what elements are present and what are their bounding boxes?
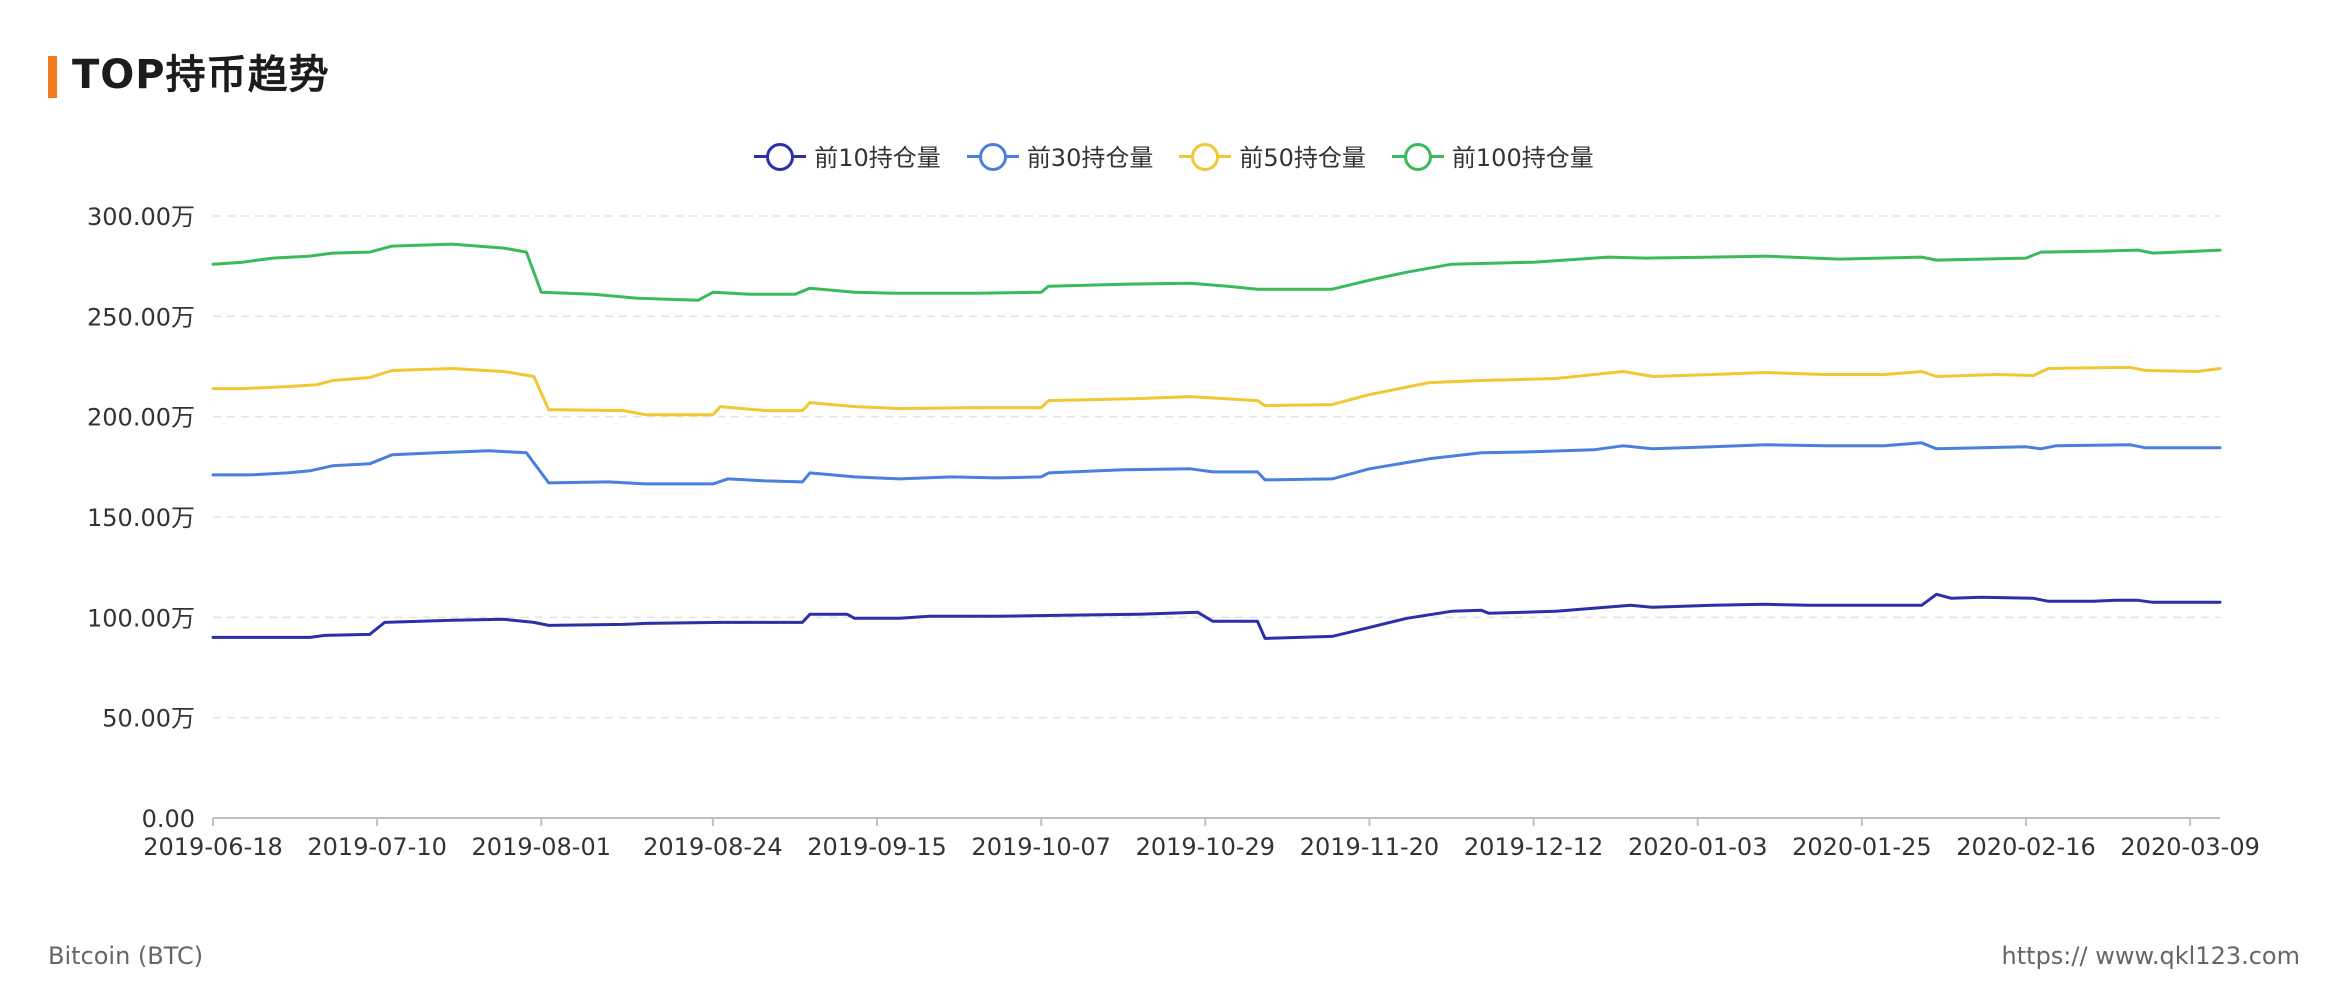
x-tick-label: 2019-07-10	[307, 833, 446, 861]
legend-marker-icon	[1179, 142, 1232, 171]
x-tick-label: 2019-08-01	[472, 833, 611, 861]
x-tick-label: 2020-02-16	[1956, 833, 2095, 861]
legend-item-top50[interactable]: 前50持仓量	[1179, 138, 1366, 173]
legend-marker-icon	[754, 142, 807, 171]
legend-item-top10[interactable]: 前10持仓量	[754, 138, 941, 173]
legend-label: 前50持仓量	[1239, 144, 1366, 172]
y-tick-label: 300.00万	[87, 203, 195, 231]
y-tick-label: 100.00万	[87, 604, 195, 632]
legend-marker-icon	[1391, 142, 1444, 171]
x-tick-label: 2019-08-24	[643, 833, 782, 861]
legend-label: 前100持仓量	[1451, 144, 1594, 172]
x-tick-label: 2020-03-09	[2120, 833, 2259, 861]
x-tick-label: 2019-06-18	[143, 833, 282, 861]
page-title: TOP持币趋势	[72, 52, 330, 98]
legend-marker-icon	[966, 142, 1019, 171]
x-tick-label: 2019-11-20	[1300, 833, 1439, 861]
x-tick-label: 2020-01-03	[1628, 833, 1767, 861]
x-tick-label: 2019-10-07	[971, 833, 1110, 861]
legend-label: 前30持仓量	[1026, 144, 1154, 172]
y-tick-label: 50.00万	[102, 705, 195, 733]
series-line-1	[211, 592, 2222, 640]
x-tick-label: 2019-09-15	[807, 833, 946, 861]
series-line-2	[211, 441, 2222, 486]
legend-item-top100[interactable]: 前100持仓量	[1391, 138, 1594, 173]
x-tick-label: 2019-12-12	[1464, 833, 1603, 861]
y-tick-label: 250.00万	[87, 303, 195, 331]
chart-legend: 前10持仓量 前30持仓量 前50持仓量 前100持仓量	[0, 138, 2348, 173]
legend-label: 前10持仓量	[814, 144, 941, 172]
x-tick-label: 2019-10-29	[1136, 833, 1275, 861]
y-tick-label: 200.00万	[87, 404, 195, 432]
series-line-4	[211, 242, 2222, 302]
title-accent-bar	[48, 56, 57, 98]
footer-source-url: https:// www.qkl123.com	[2001, 942, 2300, 970]
y-tick-label: 0.00	[142, 805, 195, 833]
series-line-3	[211, 366, 2222, 417]
footer-coin-name: Bitcoin (BTC)	[48, 942, 204, 970]
legend-item-top30[interactable]: 前30持仓量	[966, 138, 1154, 173]
y-tick-label: 150.00万	[87, 504, 195, 532]
x-tick-label: 2020-01-25	[1792, 833, 1931, 861]
